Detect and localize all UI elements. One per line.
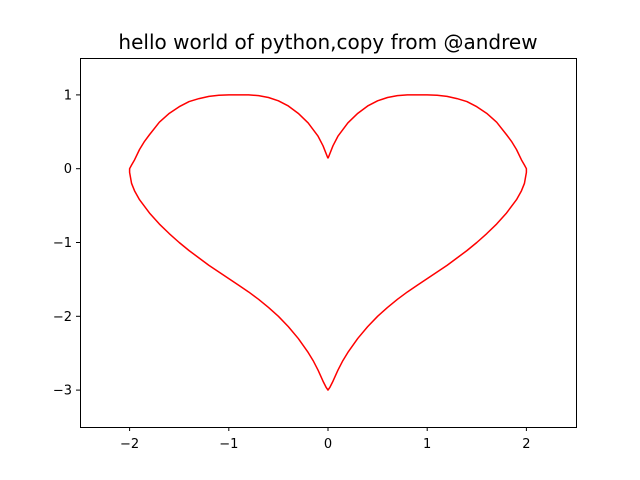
y-tick-label: 0 [64,162,72,177]
y-tick-label: −1 [53,236,72,251]
heart-curve-line [128,94,528,391]
x-tick-label: −2 [120,437,139,452]
chart-title: hello world of python,copy from @andrew [118,30,537,54]
x-tick-label: −1 [219,437,238,452]
x-tick-label: 1 [423,437,431,452]
y-axis-ticks: −3 −2 −1 0 1 [53,88,80,399]
x-tick-label: 2 [522,437,530,452]
y-tick-label: −3 [53,384,72,399]
y-tick-label: −2 [53,310,72,325]
x-axis-ticks: −2 −1 0 1 2 [120,427,531,452]
x-tick-label: 0 [324,437,332,452]
y-tick-label: 1 [64,88,72,103]
